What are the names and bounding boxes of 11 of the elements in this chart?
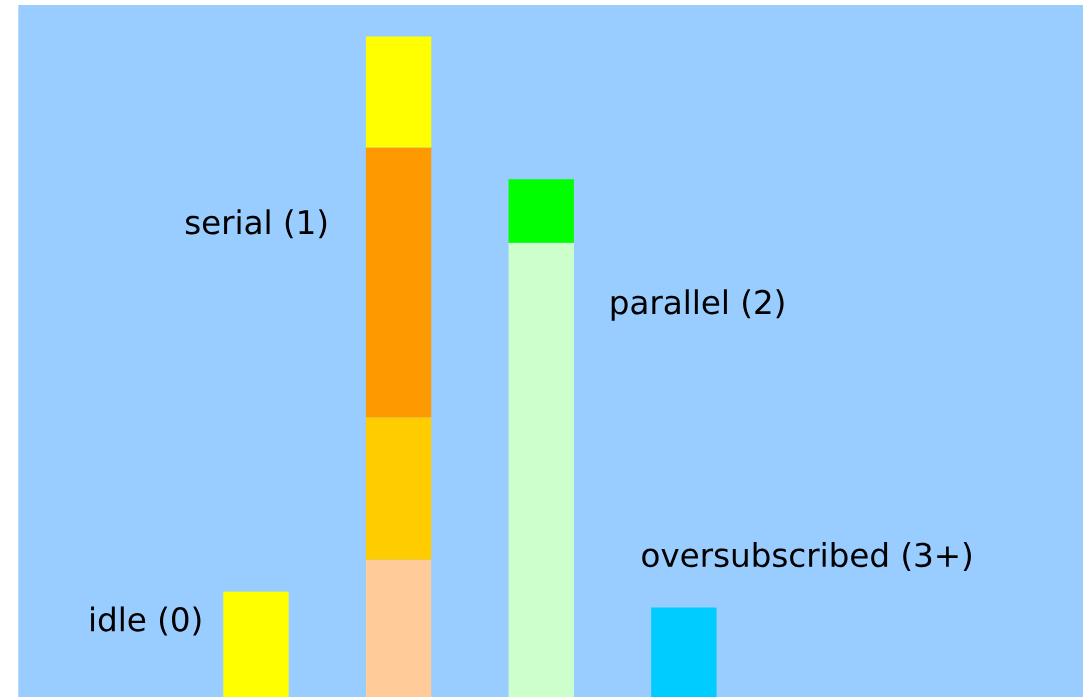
annotation: oversubscribed (3+) bbox=[642, 541, 971, 571]
annotation: idle (0) bbox=[91, 606, 201, 636]
bar bbox=[508, 179, 574, 243]
annotation: serial (1) bbox=[185, 209, 327, 239]
bar bbox=[651, 607, 717, 697]
annotation: parallel (2) bbox=[611, 289, 784, 321]
bar bbox=[365, 417, 432, 560]
bar bbox=[365, 36, 432, 148]
bar bbox=[508, 242, 574, 697]
bar bbox=[365, 147, 432, 418]
bar bbox=[365, 559, 432, 697]
